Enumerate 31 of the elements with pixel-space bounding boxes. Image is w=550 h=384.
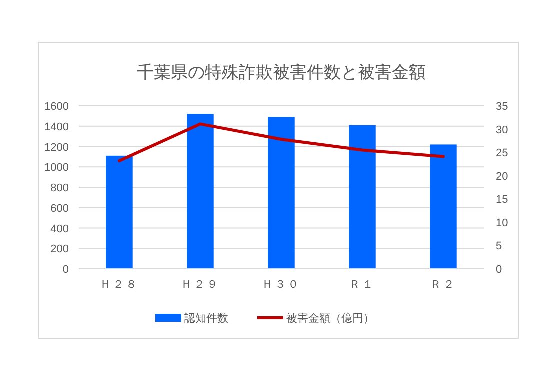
bar	[349, 125, 376, 269]
bar	[430, 144, 457, 269]
y2-tick-label: 5	[496, 240, 502, 253]
line-series	[118, 122, 445, 162]
bar	[106, 156, 133, 269]
y-tick-label: 400	[50, 223, 69, 236]
y2-tick-label: 35	[496, 101, 508, 113]
y-tick-label: 1400	[44, 121, 69, 134]
chart-title: 千葉県の特殊詐欺被害件数と被害金額	[137, 63, 426, 82]
legend-label: 被害金額（億円）	[286, 312, 374, 325]
y2-tick-label: 30	[496, 124, 508, 136]
legend-label: 認知件数	[184, 312, 228, 325]
y-tick-label: 1200	[44, 142, 69, 154]
bar	[268, 117, 295, 269]
x-tick-label: Ｈ３０	[262, 279, 301, 291]
y-tick-label: 1000	[44, 162, 69, 174]
bar	[187, 114, 214, 269]
y-tick-label: 600	[50, 202, 69, 215]
y2-tick-label: 25	[496, 148, 508, 160]
y-tick-label: 200	[50, 244, 69, 256]
y2-tick-label: 10	[496, 217, 508, 230]
x-tick-label: Ｒ１	[350, 279, 376, 291]
y2-tick-label: 20	[496, 170, 508, 183]
x-tick-label: Ｈ２９	[181, 279, 220, 291]
y2-tick-label: 0	[496, 264, 502, 276]
y2-tick-label: 15	[496, 194, 508, 206]
y-tick-label: 800	[50, 182, 69, 194]
x-tick-label: Ｈ２８	[100, 279, 139, 291]
x-tick-label: Ｒ２	[430, 279, 456, 291]
y-tick-label: 1600	[44, 101, 69, 113]
y-tick-label: 0	[62, 264, 69, 276]
